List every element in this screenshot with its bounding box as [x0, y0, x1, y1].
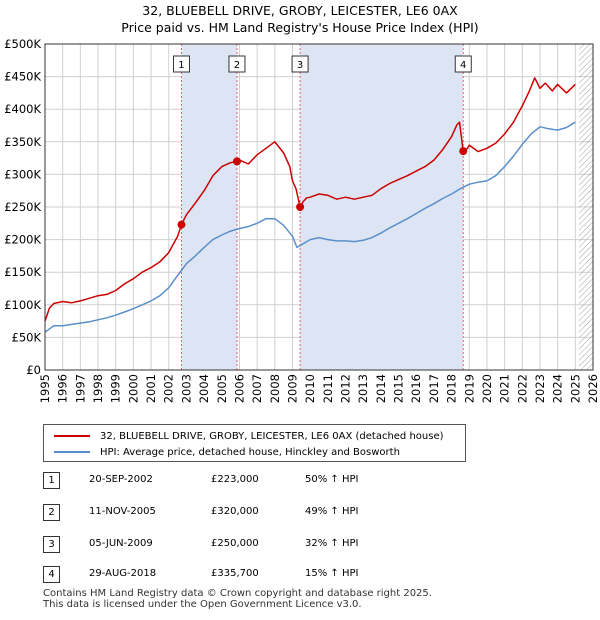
sale-hpi-change: 49% ↑ HPI [305, 506, 359, 517]
sale-price: £335,700 [211, 568, 259, 579]
y-tick-label: £500K [4, 37, 41, 51]
legend-swatch-property [54, 435, 90, 437]
y-tick-label: £400K [4, 102, 41, 116]
sale-marker-label: 2 [234, 60, 240, 71]
x-tick-label: 2014 [374, 374, 388, 403]
sale-number-badge: 2 [43, 504, 60, 521]
sale-date: 05-JUN-2009 [89, 538, 153, 549]
legend: 32, BLUEBELL DRIVE, GROBY, LEICESTER, LE… [43, 424, 466, 462]
table-row: 2 11-NOV-2005 £320,000 49% ↑ HPI [43, 504, 463, 524]
sale-date: 11-NOV-2005 [89, 506, 156, 517]
sale-number-badge: 1 [43, 472, 60, 489]
legend-item-hpi: HPI: Average price, detached house, Hinc… [54, 444, 400, 460]
y-tick-label: £100K [4, 298, 41, 312]
x-tick-label: 2003 [179, 374, 193, 403]
legend-label-property: 32, BLUEBELL DRIVE, GROBY, LEICESTER, LE… [100, 430, 444, 442]
sale-price: £250,000 [211, 538, 259, 549]
y-tick-label: £0 [26, 363, 41, 377]
sale-date: 29-AUG-2018 [89, 568, 157, 579]
ownership-shade [300, 44, 464, 370]
x-tick-label: 2002 [162, 374, 176, 403]
table-row: 4 29-AUG-2018 £335,700 15% ↑ HPI [43, 566, 463, 586]
price-chart: 1 2 3 4 £0 £50K £100K £150K £200K £250K £300K £350… [4, 37, 600, 403]
sale-point [177, 220, 186, 229]
title-address: 32, BLUEBELL DRIVE, GROBY, LEICESTER, LE… [142, 3, 458, 18]
chart-title: 32, BLUEBELL DRIVE, GROBY, LEICESTER, LE… [0, 2, 600, 36]
plot-frame [44, 43, 594, 371]
footer-licence: This data is licensed under the Open Gov… [43, 599, 362, 610]
sale-number-badge: 4 [43, 566, 60, 583]
x-tick-label: 2000 [126, 374, 140, 403]
sale-marker-label: 4 [460, 60, 466, 71]
hpi-line [44, 121, 576, 333]
x-tick-label: 2011 [321, 374, 335, 403]
x-tick-label: 2012 [339, 374, 353, 403]
x-tick-label: 2015 [392, 374, 406, 403]
sale-number-badge: 3 [43, 536, 60, 553]
property-price-line [44, 77, 576, 322]
x-tick-label: 1998 [91, 374, 105, 403]
x-tick-label: 2019 [462, 374, 476, 403]
x-tick-label: 2025 [568, 374, 582, 403]
sale-hpi-change: 50% ↑ HPI [305, 474, 359, 485]
legend-label-hpi: HPI: Average price, detached house, Hinc… [100, 446, 400, 458]
y-tick-label: £300K [4, 167, 41, 181]
footer-copyright: Contains HM Land Registry data © Crown c… [43, 588, 432, 599]
ownership-shade [181, 44, 237, 370]
table-row: 3 05-JUN-2009 £250,000 32% ↑ HPI [43, 536, 463, 556]
x-tick-label: 2006 [232, 374, 246, 403]
sale-marker-badge [228, 55, 246, 73]
x-tick-label: 1996 [56, 374, 70, 403]
title-subtitle: Price paid vs. HM Land Registry's House … [121, 20, 479, 35]
x-tick-label: 2013 [356, 374, 370, 403]
x-tick-label: 2017 [427, 374, 441, 403]
x-tick-label: 2026 [586, 374, 600, 403]
sale-marker-badge [454, 55, 472, 73]
x-tick-label: 2010 [303, 374, 317, 403]
forecast-hatch [578, 44, 593, 370]
sale-price: £223,000 [211, 474, 259, 485]
y-tick-label: £250K [4, 200, 41, 214]
y-tick-label: £350K [4, 135, 41, 149]
x-tick-label: 1995 [38, 374, 52, 403]
sale-price: £320,000 [211, 506, 259, 517]
x-tick-label: 2008 [268, 374, 282, 403]
footer-attribution: Contains HM Land Registry data © Crown c… [43, 588, 432, 610]
x-tick-label: 2016 [409, 374, 423, 403]
y-tick-label: £50K [12, 330, 42, 344]
x-tick-label: 2022 [515, 374, 529, 403]
legend-item-property: 32, BLUEBELL DRIVE, GROBY, LEICESTER, LE… [54, 428, 444, 444]
sale-marker-badge [291, 55, 309, 73]
y-tick-label: £150K [4, 265, 41, 279]
x-tick-label: 2001 [144, 374, 158, 403]
sale-point [296, 203, 305, 211]
sale-marker-label: 1 [178, 60, 184, 71]
sale-hpi-change: 15% ↑ HPI [305, 568, 359, 579]
sale-hpi-change: 32% ↑ HPI [305, 538, 359, 549]
x-tick-label: 2007 [250, 374, 264, 403]
legend-swatch-hpi [54, 451, 90, 453]
x-tick-label: 2005 [215, 374, 229, 403]
y-tick-label: £200K [4, 233, 41, 247]
x-tick-label: 2009 [285, 374, 299, 403]
y-tick-label: £450K [4, 70, 41, 84]
x-tick-label: 2018 [445, 374, 459, 403]
x-tick-label: 2023 [533, 374, 547, 403]
sale-marker-label: 3 [297, 60, 303, 71]
table-row: 1 20-SEP-2002 £223,000 50% ↑ HPI [43, 472, 463, 492]
x-tick-label: 1999 [109, 374, 123, 403]
x-tick-label: 2004 [197, 374, 211, 403]
x-tick-label: 2020 [480, 374, 494, 403]
sale-point [232, 157, 241, 166]
sale-point [459, 147, 468, 156]
sale-date: 20-SEP-2002 [89, 474, 153, 485]
x-tick-label: 2021 [498, 374, 512, 403]
sale-marker-badge [172, 55, 190, 73]
x-tick-label: 1997 [73, 374, 87, 403]
x-tick-label: 2024 [551, 374, 565, 403]
